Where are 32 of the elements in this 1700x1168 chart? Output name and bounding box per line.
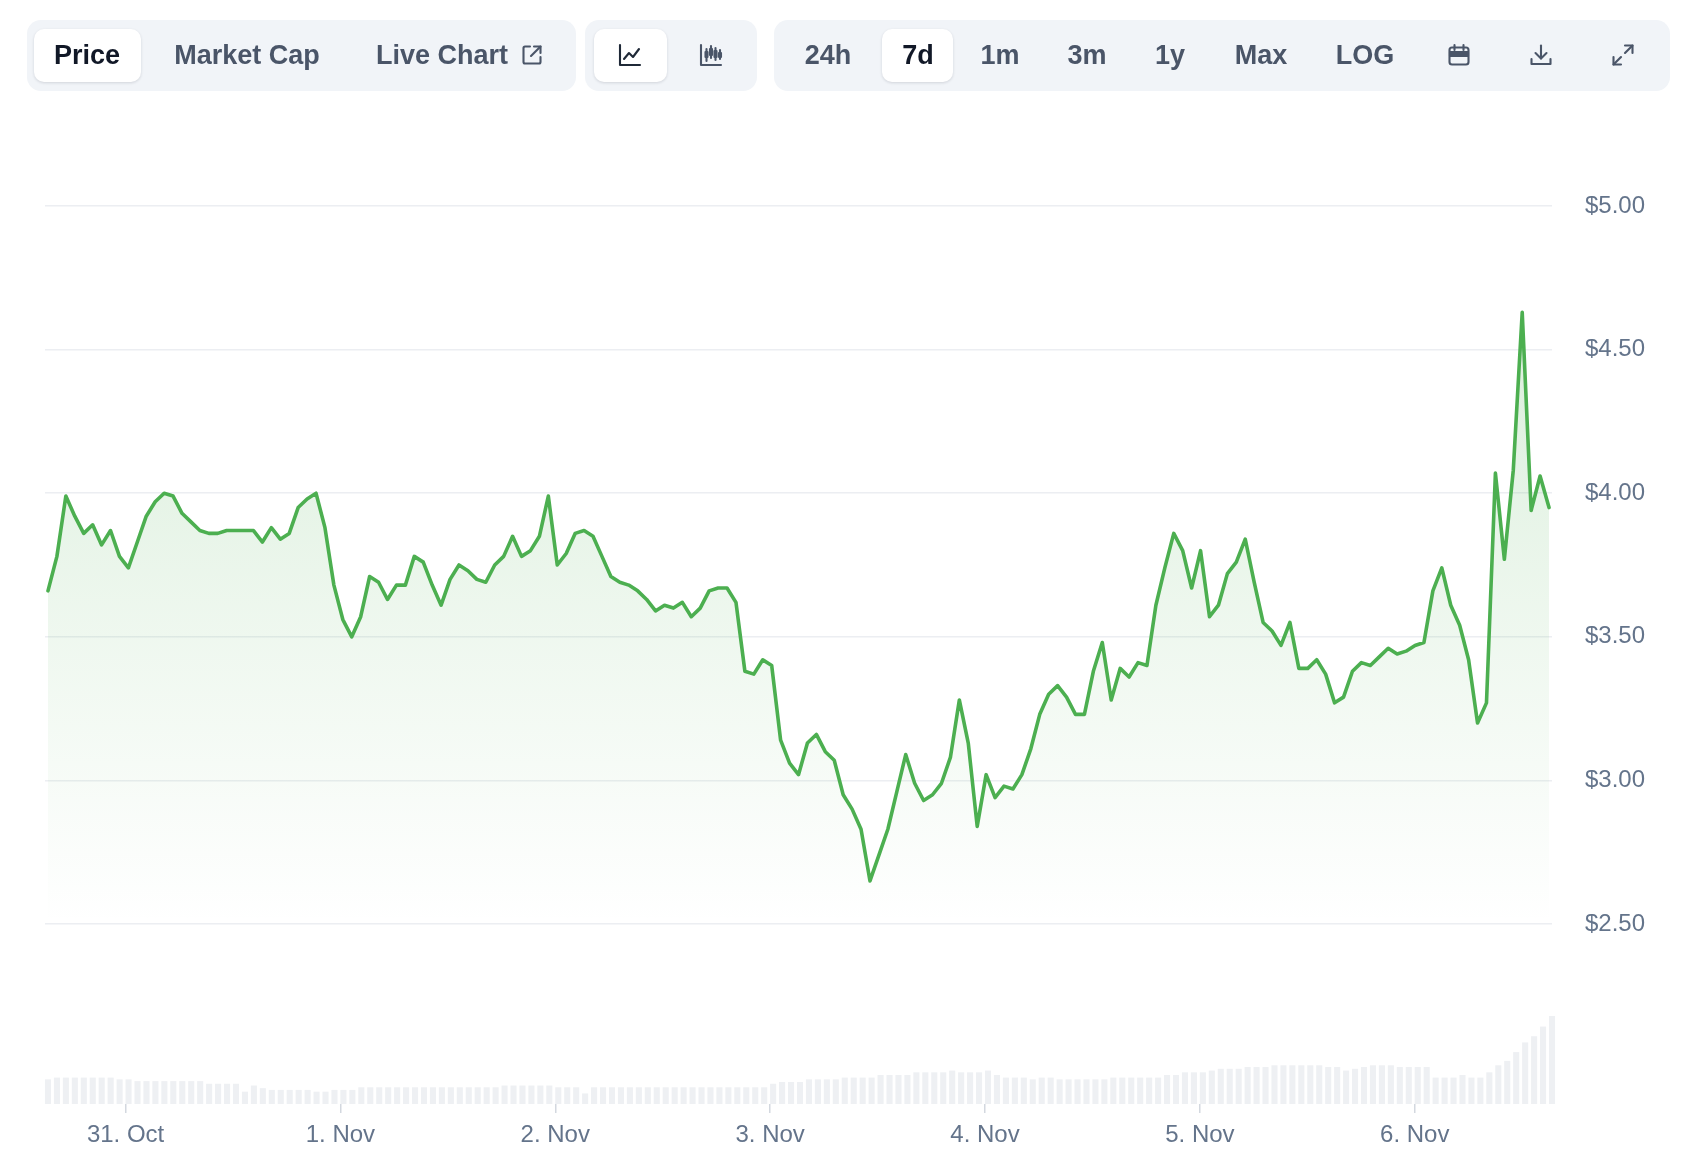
bar (984, 1070, 992, 1104)
bar (555, 1087, 562, 1104)
text: 3m (1067, 40, 1107, 70)
text: LOG (1335, 40, 1395, 70)
text: 1y (1154, 40, 1186, 70)
bar (340, 1089, 347, 1104)
bar (1414, 1067, 1421, 1104)
y-tick-label: $3.50 (1585, 621, 1646, 649)
x-tick-label: 5. Nov (1165, 1120, 1235, 1148)
y-tick-label: $4.50 (1585, 334, 1646, 362)
x-tick-label: 3. Nov (735, 1120, 805, 1148)
text: 1m (980, 40, 1020, 70)
text: 7d (902, 40, 934, 70)
x-tick-label: 2. Nov (520, 1120, 590, 1148)
text: Live Chart (375, 40, 509, 70)
text: Price (53, 40, 121, 70)
text: 24h (804, 40, 852, 70)
bar (125, 1079, 132, 1104)
y-tick-label: $3.00 (1585, 765, 1646, 793)
y-tick-label: $4.00 (1585, 477, 1646, 505)
x-tick-label: 6. Nov (1380, 1120, 1450, 1148)
text: Max (1234, 40, 1288, 70)
bar (770, 1083, 777, 1104)
y-tick-label: $2.50 (1585, 908, 1646, 936)
bar (761, 1087, 768, 1104)
x-tick-label: 31. Oct (86, 1120, 165, 1148)
x-tick-label: 1. Nov (305, 1120, 376, 1148)
bar (1199, 1072, 1206, 1104)
x-tick-label: 4. Nov (950, 1120, 1020, 1148)
y-tick-label: $5.00 (1585, 190, 1646, 218)
bar (976, 1072, 983, 1104)
text: Market Cap (174, 40, 320, 70)
